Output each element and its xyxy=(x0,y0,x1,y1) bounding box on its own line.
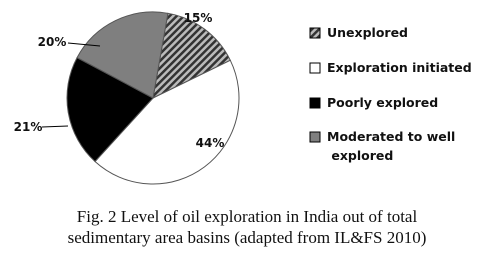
caption-line: sedimentary area basins (adapted from IL… xyxy=(68,228,427,247)
value-label: 15% xyxy=(184,11,213,25)
caption-line: Fig. 2 Level of oil exploration in India… xyxy=(77,207,418,226)
legend-label: Unexplored xyxy=(327,25,408,40)
legend-swatch xyxy=(309,62,321,74)
leader-line xyxy=(41,125,69,128)
pie-slice xyxy=(76,11,169,99)
value-label: 21% xyxy=(14,120,43,134)
value-label: 20% xyxy=(38,35,67,49)
legend-swatch xyxy=(309,97,321,109)
legend-swatch xyxy=(309,131,321,143)
pie-slice xyxy=(94,59,240,185)
legend-swatch xyxy=(309,27,321,39)
legend-label: Poorly explored xyxy=(327,95,438,110)
pie-slice xyxy=(152,12,231,99)
pie-slice xyxy=(66,56,154,163)
leader-line xyxy=(67,42,101,47)
value-label: 44% xyxy=(196,136,225,150)
legend-label: Moderated to well explored xyxy=(327,129,455,163)
legend-label: Exploration initiated xyxy=(327,60,472,75)
